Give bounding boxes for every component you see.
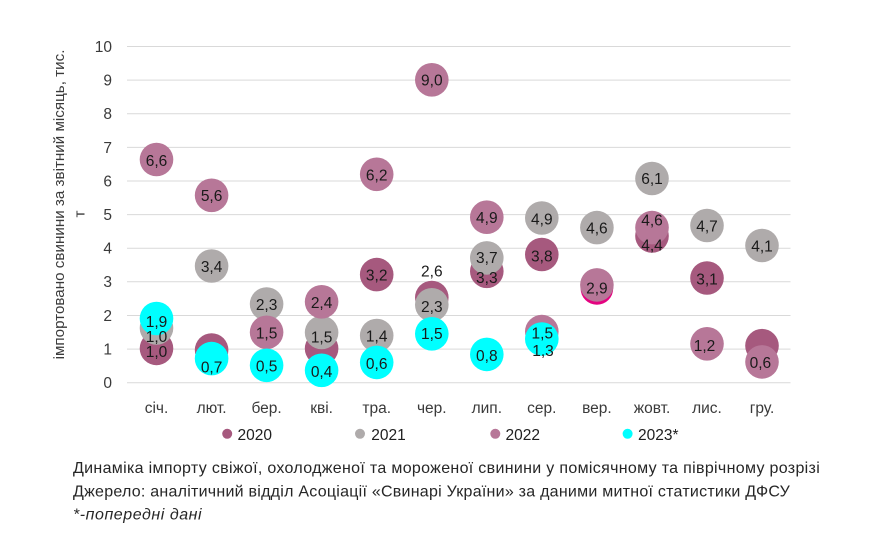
svg-text:0,4: 0,4 [311, 364, 333, 381]
svg-text:1,0: 1,0 [146, 344, 168, 361]
svg-text:вер.: вер. [582, 400, 612, 417]
svg-text:4,6: 4,6 [586, 220, 608, 237]
svg-text:0: 0 [103, 375, 112, 392]
svg-text:1,5: 1,5 [311, 329, 333, 346]
svg-text:4,1: 4,1 [751, 238, 773, 255]
svg-text:1,9: 1,9 [146, 314, 168, 331]
svg-text:4,9: 4,9 [531, 211, 553, 228]
svg-text:1,2: 1,2 [694, 338, 716, 355]
svg-text:6: 6 [103, 173, 112, 190]
svg-text:10: 10 [95, 39, 113, 56]
svg-text:жовт.: жовт. [634, 400, 671, 417]
svg-text:лют.: лют. [197, 400, 227, 417]
svg-text:8: 8 [103, 106, 112, 123]
svg-text:січ.: січ. [145, 400, 169, 417]
svg-text:5,6: 5,6 [201, 188, 223, 205]
svg-text:4: 4 [103, 241, 112, 258]
svg-text:кві.: кві. [310, 400, 333, 417]
svg-text:2,3: 2,3 [421, 299, 443, 316]
svg-text:лис.: лис. [692, 400, 722, 417]
svg-text:2,9: 2,9 [586, 281, 608, 298]
svg-text:Динаміка імпорту свіжої, охоло: Динаміка імпорту свіжої, охолодженої та … [73, 460, 820, 477]
svg-text:0,8: 0,8 [476, 348, 498, 365]
svg-text:лип.: лип. [472, 400, 502, 417]
svg-text:6,1: 6,1 [641, 171, 663, 188]
svg-text:9,0: 9,0 [421, 73, 443, 90]
svg-text:1,0: 1,0 [146, 329, 168, 346]
svg-text:2,3: 2,3 [256, 297, 278, 314]
svg-text:6,2: 6,2 [366, 167, 388, 184]
svg-text:5: 5 [103, 207, 112, 224]
svg-text:бер.: бер. [251, 400, 281, 417]
svg-text:3: 3 [103, 274, 112, 291]
svg-text:2020: 2020 [238, 427, 273, 444]
svg-text:сер.: сер. [527, 400, 556, 417]
svg-text:0,5: 0,5 [256, 358, 278, 375]
svg-text:9: 9 [103, 73, 112, 90]
svg-text:3,7: 3,7 [476, 250, 498, 267]
svg-text:0,7: 0,7 [201, 360, 223, 377]
svg-text:3,1: 3,1 [696, 271, 718, 288]
svg-text:4,4: 4,4 [641, 237, 663, 254]
svg-text:гру.: гру. [750, 400, 775, 417]
svg-text:1,5: 1,5 [421, 326, 443, 343]
svg-text:1: 1 [103, 342, 112, 359]
svg-text:3,2: 3,2 [366, 267, 388, 284]
svg-text:0,6: 0,6 [750, 355, 772, 372]
svg-text:3,3: 3,3 [476, 270, 498, 287]
svg-text:1,4: 1,4 [366, 329, 388, 346]
svg-text:2021: 2021 [371, 427, 405, 444]
svg-text:3,4: 3,4 [201, 259, 223, 276]
svg-text:1,3: 1,3 [532, 343, 554, 360]
svg-text:Джерело: аналітичний відділ Ас: Джерело: аналітичний відділ Асоціації «С… [73, 483, 791, 500]
svg-text:2,6: 2,6 [421, 264, 443, 281]
svg-text:3,8: 3,8 [531, 248, 553, 265]
svg-text:4,7: 4,7 [696, 218, 718, 235]
svg-text:2022: 2022 [506, 427, 540, 444]
svg-text:1,5: 1,5 [532, 325, 554, 342]
svg-text:тра.: тра. [362, 400, 391, 417]
svg-text:7: 7 [103, 140, 112, 157]
svg-text:імпортовано свинини за звітний: імпортовано свинини за звітний місяць, т… [51, 50, 68, 360]
svg-text:2,4: 2,4 [311, 295, 333, 312]
svg-text:4,9: 4,9 [476, 210, 498, 227]
svg-text:2: 2 [103, 308, 112, 325]
svg-text:*-попередні дані: *-попередні дані [73, 507, 202, 524]
svg-text:6,6: 6,6 [146, 153, 168, 170]
svg-text:0,6: 0,6 [366, 356, 388, 373]
svg-text:чер.: чер. [417, 400, 447, 417]
svg-text:2023*: 2023* [638, 427, 679, 444]
svg-text:т: т [72, 210, 89, 217]
svg-text:1,5: 1,5 [256, 325, 278, 342]
svg-text:4,6: 4,6 [641, 212, 663, 229]
